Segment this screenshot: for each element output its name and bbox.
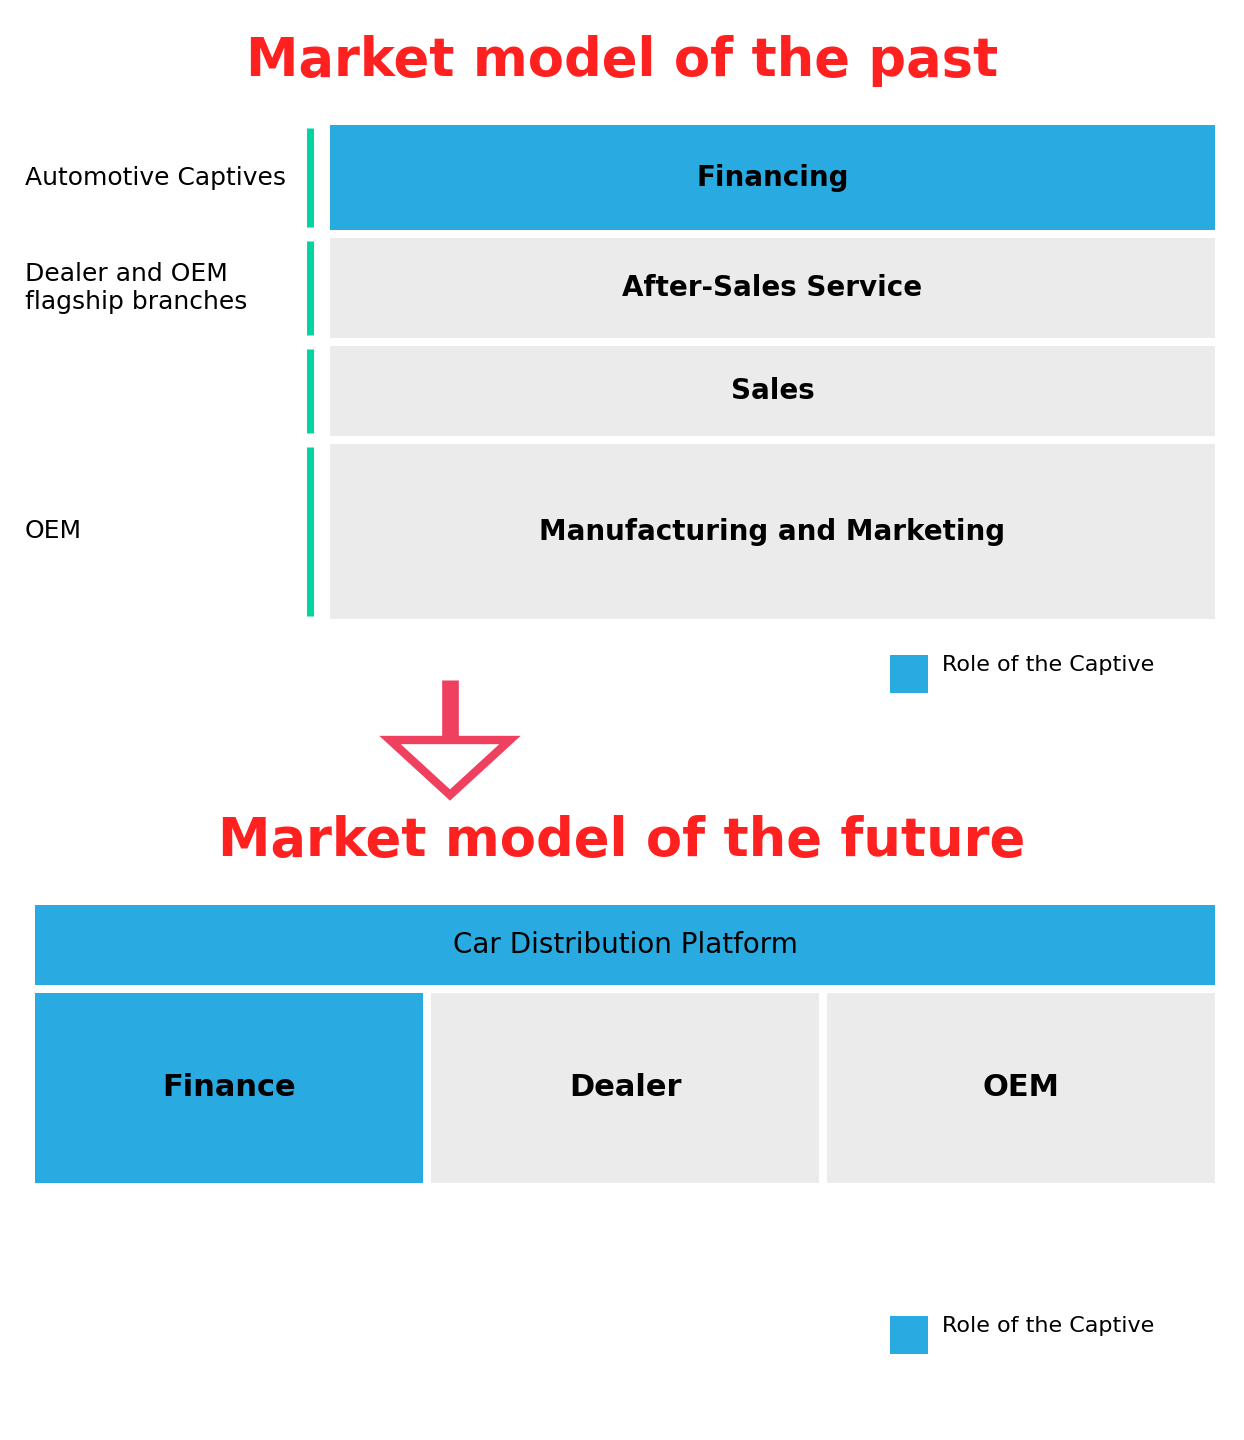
Bar [889, 655, 928, 693]
Bar [330, 238, 1215, 338]
Bar [35, 994, 423, 1184]
Text: Role of the Captive: Role of the Captive [942, 1316, 1154, 1336]
Text: Dealer: Dealer [569, 1073, 682, 1103]
Text: Role of the Captive: Role of the Captive [942, 655, 1154, 675]
Text: Finance: Finance [162, 1073, 296, 1103]
Bar [430, 994, 819, 1184]
Text: Car Distribution Platform: Car Distribution Platform [453, 932, 797, 959]
Text: OEM: OEM [983, 1073, 1060, 1103]
Text: After-Sales Service: After-Sales Service [622, 274, 923, 302]
Text: Financing: Financing [697, 164, 848, 192]
Polygon shape [391, 740, 510, 795]
Bar [889, 1316, 928, 1354]
Text: OEM: OEM [25, 520, 82, 543]
Bar [330, 125, 1215, 230]
Text: Dealer and OEM
flagship branches: Dealer and OEM flagship branches [25, 262, 248, 314]
Bar [827, 994, 1215, 1184]
Text: Manufacturing and Marketing: Manufacturing and Marketing [540, 517, 1005, 546]
Text: Market model of the past: Market model of the past [246, 35, 998, 86]
Text: Sales: Sales [730, 377, 815, 405]
Bar [330, 444, 1215, 619]
Bar [35, 904, 1215, 985]
Bar [330, 346, 1215, 436]
Text: Market model of the future: Market model of the future [219, 815, 1025, 867]
Text: Automotive Captives: Automotive Captives [25, 166, 286, 190]
